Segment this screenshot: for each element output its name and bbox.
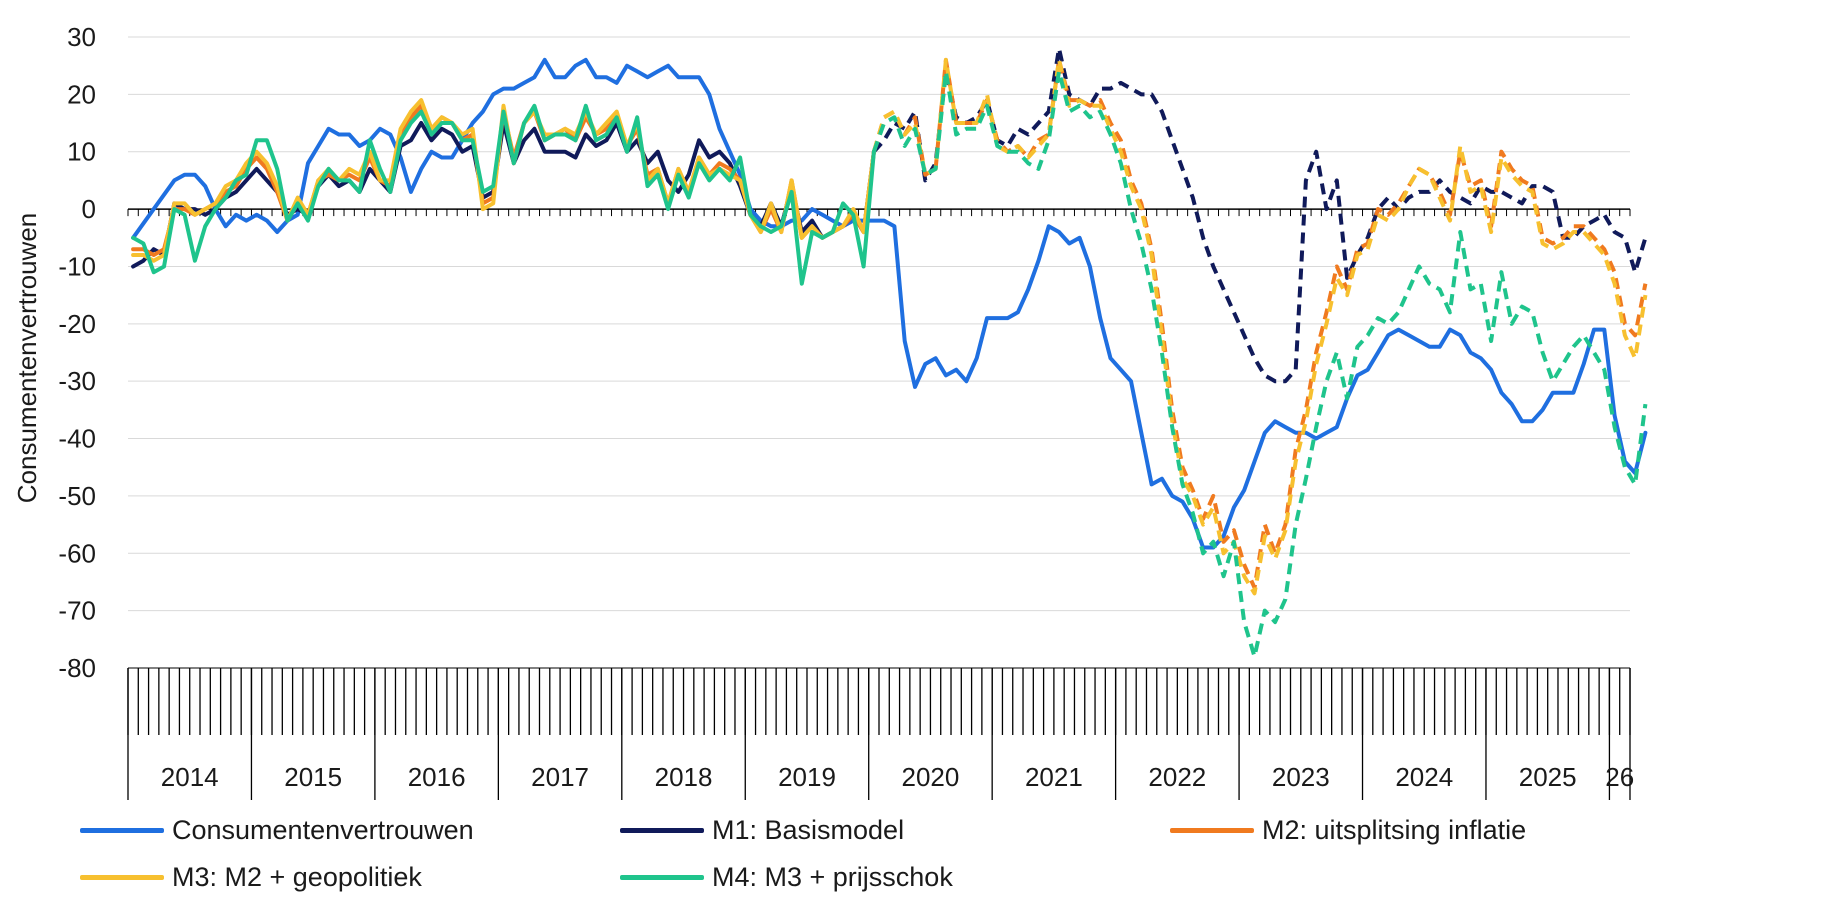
x-year-label: 2018 [655, 762, 713, 792]
x-year-label: 26 [1605, 762, 1634, 792]
x-year-label: 2025 [1519, 762, 1577, 792]
y-tick-label: -20 [58, 309, 96, 339]
x-year-label: 2024 [1395, 762, 1453, 792]
legend-label: M1: Basismodel [712, 815, 905, 845]
y-tick-label: -40 [58, 424, 96, 454]
series-line-m4-m3-prijsschok [131, 103, 876, 286]
y-tick-label: -60 [58, 538, 96, 568]
x-year-label: 2020 [902, 762, 960, 792]
legend-item: M3: M2 + geopolitiek [80, 862, 422, 893]
y-axis-label: Consumentenvertrouwen [12, 213, 42, 504]
x-year-label: 2023 [1272, 762, 1330, 792]
x-year-label: 2021 [1025, 762, 1083, 792]
axis-layer: 30 20 10 0 -10 -20 -30 -40 -50 -60 -70 -80 2014 2015 2… [58, 22, 1634, 800]
y-tick-label: 30 [67, 22, 96, 52]
legend-swatch [1170, 828, 1254, 833]
x-year-label: 2015 [284, 762, 342, 792]
legend: Consumentenvertrouwen M1: Basismodel M2: u… [80, 815, 1580, 910]
x-year-label: 2014 [161, 762, 219, 792]
legend-swatch [80, 875, 164, 880]
legend-item: M1: Basismodel [620, 815, 904, 846]
y-tick-label: -10 [58, 251, 96, 281]
legend-label: M4: M3 + prijsschok [712, 862, 953, 892]
y-tick-label: -50 [58, 481, 96, 511]
legend-label: M2: uitsplitsing inflatie [1262, 815, 1527, 845]
x-year-label: 2019 [778, 762, 836, 792]
series-line-consumentenvertrouwen [131, 57, 1648, 550]
legend-label: Consumentenvertrouwen [172, 815, 474, 845]
x-year-label: 2022 [1148, 762, 1206, 792]
y-tick-label: -80 [58, 653, 96, 683]
y-tick-label: -30 [58, 366, 96, 396]
x-year-label: 2016 [408, 762, 466, 792]
legend-swatch [620, 875, 704, 880]
series-line-dashed-m4-m3-prijsschok [872, 69, 1648, 659]
legend-label: M3: M2 + geopolitiek [172, 862, 422, 892]
series-line-m1-basismodel [131, 121, 876, 269]
y-tick-label: 0 [82, 194, 96, 224]
y-tick-label: 10 [67, 137, 96, 167]
series-line-dashed-m1-basismodel [872, 46, 1648, 384]
y-tick-label: -70 [58, 596, 96, 626]
y-tick-label: 20 [67, 79, 96, 109]
series-layer [131, 46, 1648, 659]
x-year-label: 2017 [531, 762, 589, 792]
legend-swatch [620, 828, 704, 833]
legend-swatch [80, 828, 164, 833]
legend-item: M2: uitsplitsing inflatie [1170, 815, 1526, 846]
series-line-dashed-m3-m2-geopolitiek [871, 57, 1648, 596]
legend-item: Consumentenvertrouwen [80, 815, 474, 846]
legend-item: M4: M3 + prijsschok [620, 862, 953, 893]
